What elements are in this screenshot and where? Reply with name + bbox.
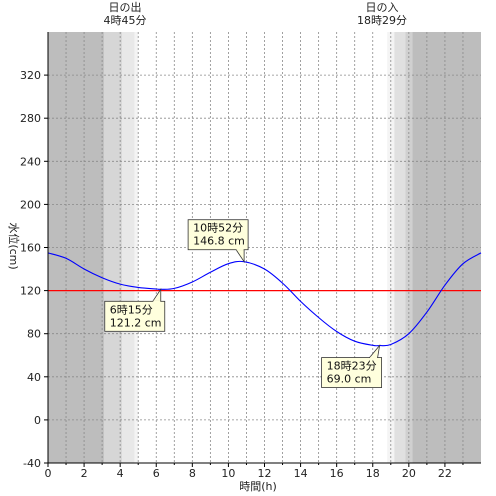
xtick-label: 14	[294, 467, 308, 480]
annotation-value: 146.8 cm	[193, 235, 245, 248]
xtick-label: 6	[153, 467, 160, 480]
y-axis-label: 水位(cm)	[7, 222, 21, 269]
xtick-label: 12	[258, 467, 272, 480]
sunrise-label: 日の出	[109, 0, 142, 14]
annotation-pointer	[235, 249, 245, 264]
ytick-label: 320	[20, 69, 41, 82]
xtick-label: 0	[45, 467, 52, 480]
sunset-time: 18時29分	[357, 14, 407, 27]
annotation-box	[321, 357, 383, 388]
xtick-label: 16	[330, 467, 344, 480]
annotation-time: 6時15分	[110, 303, 153, 316]
ytick-label: 280	[20, 112, 41, 125]
xtick-label: 22	[438, 467, 452, 480]
night-shade-band	[412, 32, 481, 463]
sunrise-time: 4時45分	[104, 14, 147, 27]
night-shade-band	[394, 32, 406, 463]
annotation-pointer	[368, 344, 381, 358]
annotation-value: 121.2 cm	[110, 316, 162, 329]
xtick-labels: 0 2 4 6 8 10 12 14 16 18 20 22	[45, 467, 452, 480]
ytick-label: 240	[20, 155, 41, 168]
night-shade-band	[387, 32, 395, 463]
x-axis-label: 時間(h)	[239, 480, 277, 493]
xtick-label: 2	[81, 467, 88, 480]
xtick-label: 8	[189, 467, 196, 480]
annotation-time: 18時23分	[327, 360, 377, 373]
ytick-labels: -40 0 40 80 120 160 200 240 280 320	[20, 69, 41, 470]
ytick-label: 0	[34, 414, 41, 427]
ytick-label: -40	[23, 457, 41, 470]
xtick-label: 4	[117, 467, 124, 480]
annotation-box	[104, 300, 166, 332]
xtick-label: 10	[221, 467, 235, 480]
annotation-time: 10時52分	[193, 222, 243, 235]
axes-group	[44, 32, 481, 467]
ytick-label: 200	[20, 198, 41, 211]
tide-series-line	[47, 252, 482, 347]
ytick-label: 80	[27, 328, 41, 341]
xtick-label: 20	[402, 467, 416, 480]
ytick-label: 120	[20, 285, 41, 298]
annotation-value: 69.0 cm	[327, 373, 372, 386]
annotation-box	[187, 219, 249, 251]
xtick-label: 18	[366, 467, 380, 480]
sunset-label: 日の入	[366, 1, 399, 14]
ytick-label: 160	[20, 242, 41, 255]
ytick-label: 40	[27, 371, 41, 384]
